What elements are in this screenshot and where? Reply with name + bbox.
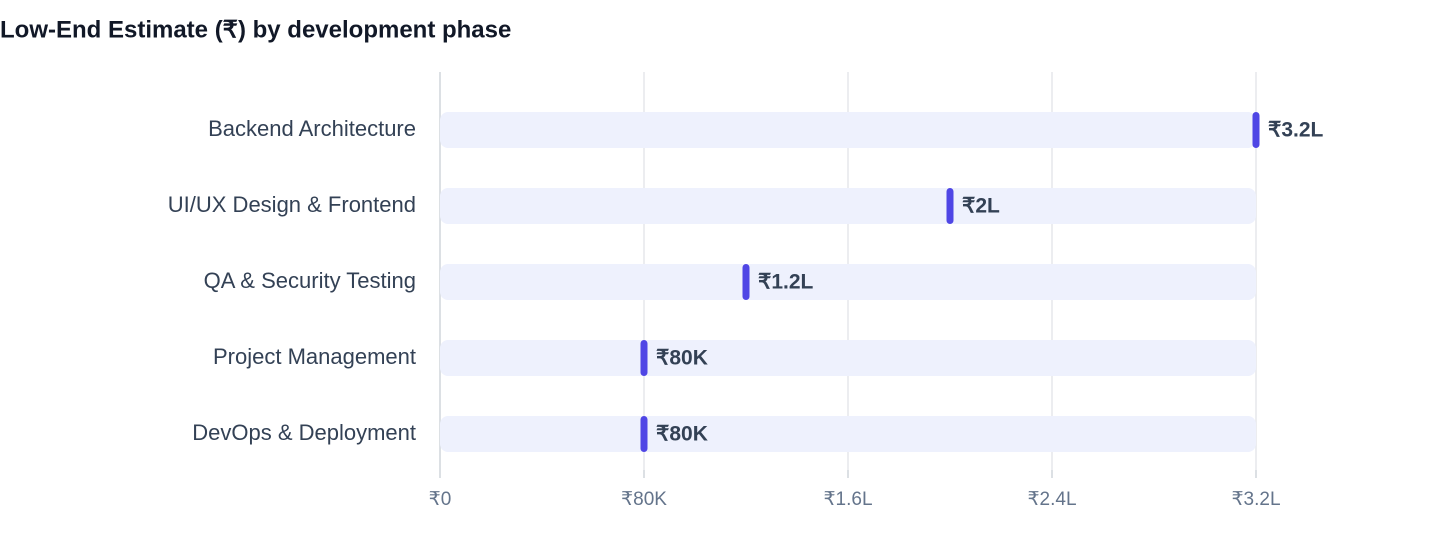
- y-tick-label: DevOps & Deployment: [192, 420, 416, 445]
- y-tick-label: Backend Architecture: [208, 116, 416, 141]
- value-label: ₹80K: [656, 423, 708, 446]
- value-label: ₹80K: [656, 347, 708, 370]
- dot-marker: [742, 264, 750, 300]
- y-tick-label: UI/UX Design & Frontend: [168, 192, 416, 217]
- dot-marker: [640, 340, 648, 376]
- chart-title: Low-End Estimate (₹) by development phas…: [0, 16, 511, 43]
- y-tick-label: QA & Security Testing: [204, 268, 416, 293]
- x-tick-label: ₹2.4L: [1027, 489, 1076, 510]
- value-label: ₹2L: [962, 195, 1000, 218]
- y-tick-label: Project Management: [213, 344, 416, 369]
- track: [440, 340, 1256, 376]
- x-tick-label: ₹0: [429, 489, 452, 510]
- track: [440, 188, 1256, 224]
- track: [440, 416, 1256, 452]
- dot-marker: [640, 416, 648, 452]
- value-label: ₹1.2L: [758, 271, 814, 294]
- track: [440, 112, 1256, 148]
- x-tick-label: ₹80K: [621, 489, 667, 510]
- value-label: ₹3.2L: [1268, 119, 1324, 142]
- x-tick-label: ₹1.6L: [823, 489, 872, 510]
- x-tick-label: ₹3.2L: [1231, 489, 1280, 510]
- dot-marker: [1252, 112, 1260, 148]
- dot-marker: [946, 188, 954, 224]
- track: [440, 264, 1256, 300]
